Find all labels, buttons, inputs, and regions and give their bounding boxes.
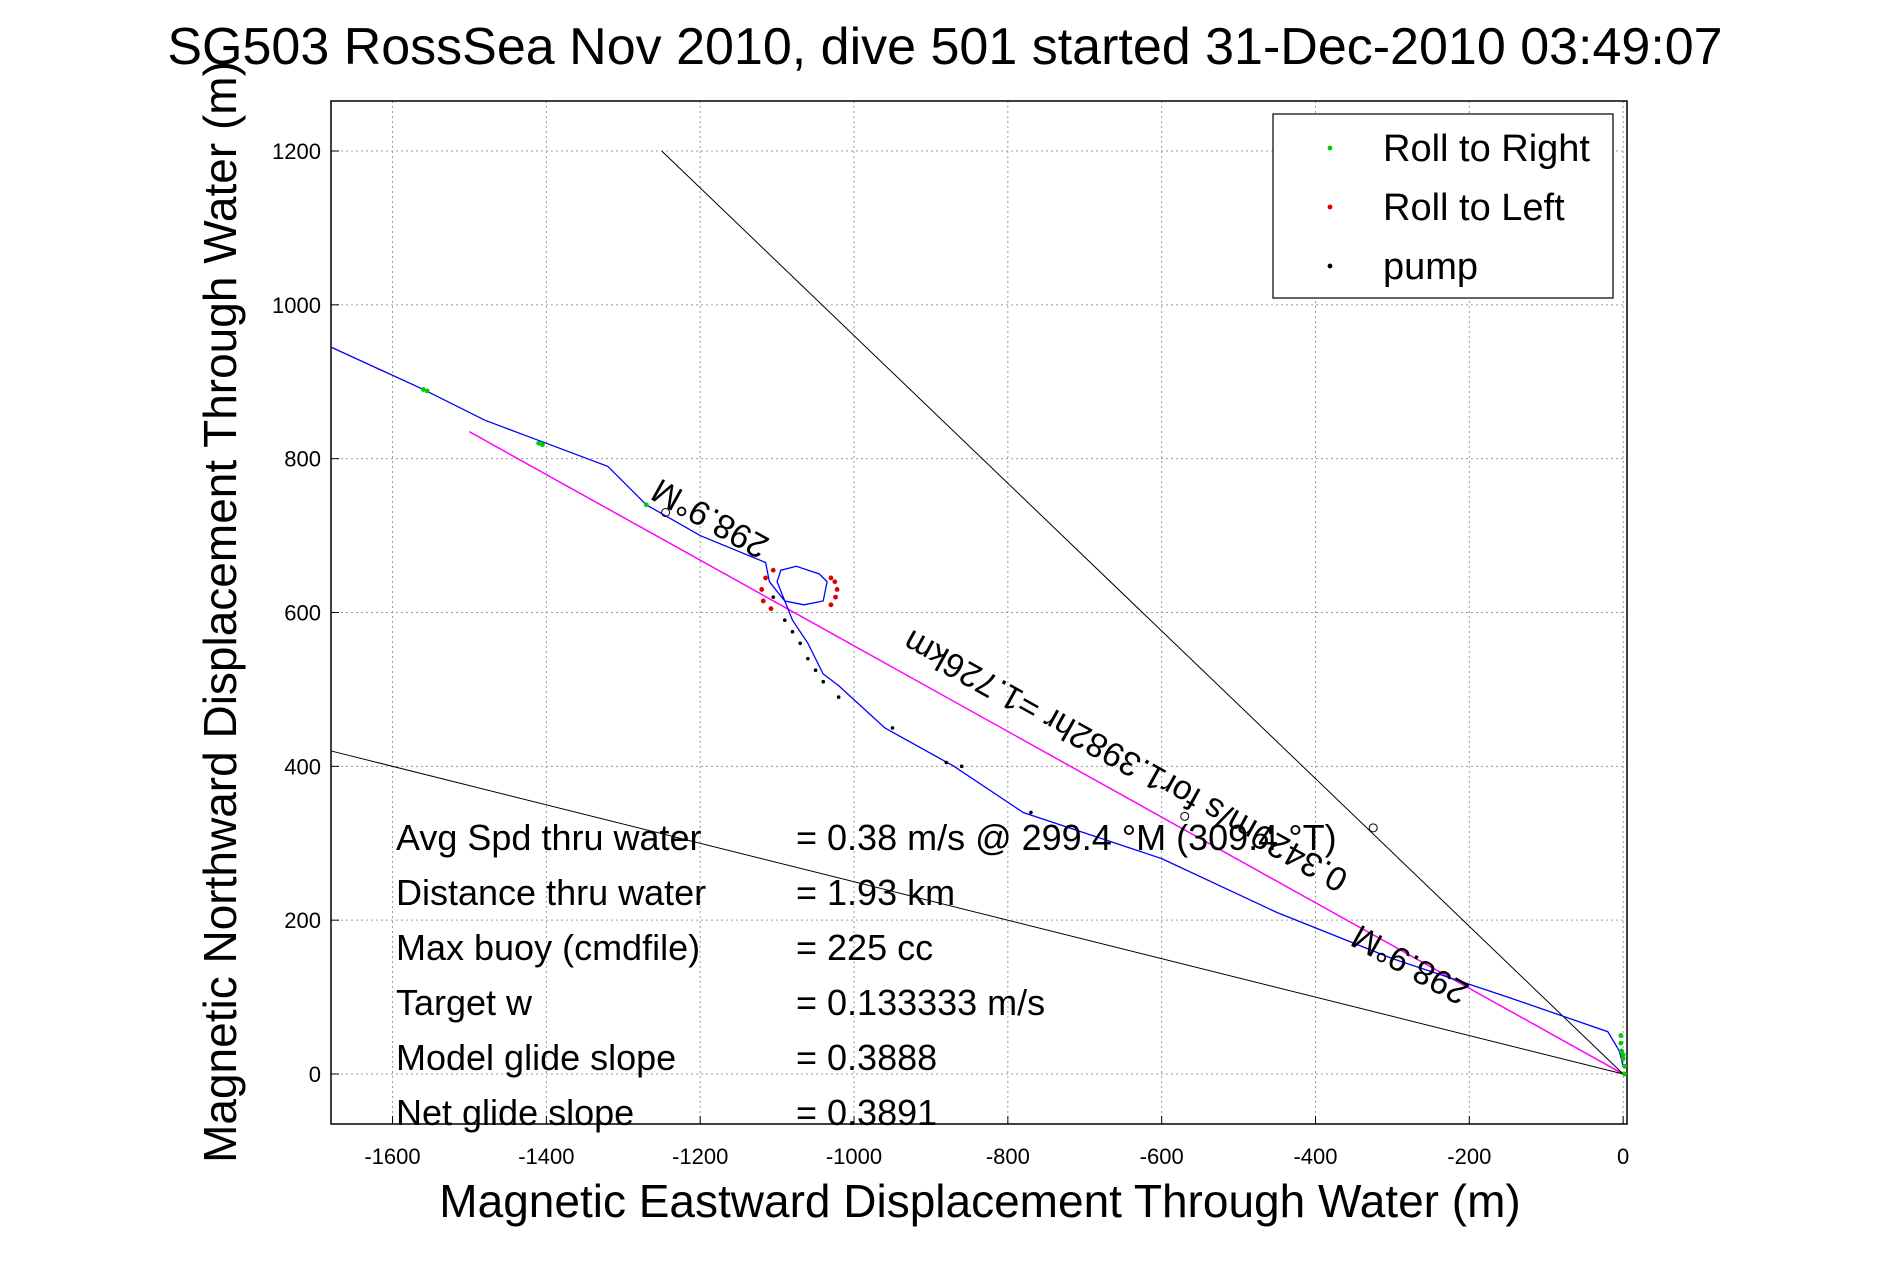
degree-marker	[1368, 823, 1378, 833]
heading-annotations: 298.9°M0.3429m/s for1.3982hr =1.726km298…	[645, 471, 1474, 1012]
roll-right-point	[536, 440, 542, 446]
pump-point	[806, 656, 810, 661]
stat-value: = 1.93 km	[796, 872, 955, 913]
roll-right-point	[1620, 1056, 1626, 1062]
reference-line	[661, 150, 1624, 1075]
degree-marker	[661, 508, 671, 518]
pump-point	[771, 595, 776, 599]
stat-label: Distance thru water	[396, 872, 706, 913]
stat-label: Max buoy (cmdfile)	[396, 927, 700, 968]
heading-annotation: 298.9°M	[645, 471, 774, 566]
x-tick-label: -800	[986, 1144, 1030, 1169]
roll-right-point	[420, 387, 426, 392]
y-ticks: 0 200 400 600 800 1000 1200	[272, 139, 339, 1087]
pump-point	[890, 726, 895, 730]
x-tick-label: -1400	[518, 1144, 574, 1169]
x-tick-label: 0	[1617, 1144, 1629, 1169]
y-tick-label: 200	[284, 908, 321, 933]
legend: Roll to Right Roll to Left pump	[1272, 113, 1614, 299]
y-tick-label: 1000	[272, 293, 321, 318]
pump-point	[959, 764, 964, 769]
x-tick-label: -600	[1140, 1144, 1184, 1169]
legend-label: Roll to Right	[1383, 128, 1590, 170]
x-tick-label: -400	[1293, 1144, 1337, 1169]
roll-right-point	[643, 502, 649, 508]
stat-value: = 225 cc	[796, 927, 933, 968]
y-axis-label: Magnetic Northward Displacement Through …	[194, 61, 246, 1163]
pump-point	[782, 618, 787, 622]
roll-left-point	[768, 606, 774, 612]
roll-left-point	[759, 587, 765, 592]
glider-track	[330, 346, 1624, 1067]
stat-value: = 0.133333 m/s	[796, 982, 1045, 1023]
y-tick-label: 600	[284, 601, 321, 626]
x-tick-label: -1200	[672, 1144, 728, 1169]
roll-left-point	[763, 575, 768, 581]
reference-line	[469, 431, 1624, 1075]
legend-marker	[1327, 145, 1333, 151]
roll-right-point	[1618, 1033, 1624, 1038]
degree-marker	[1180, 811, 1190, 821]
pump-point	[798, 641, 802, 646]
legend-marker	[1327, 263, 1333, 269]
legend-marker	[1327, 204, 1333, 210]
roll-right-point	[1622, 1071, 1628, 1077]
y-tick-label: 0	[309, 1062, 321, 1087]
roll-left-point	[834, 587, 840, 592]
y-tick-label: 1200	[272, 139, 321, 164]
x-ticks: -1600 -1400 -1200 -1000 -800 -600 -400 -200 0	[364, 1116, 1629, 1169]
pump-point	[821, 679, 826, 684]
stat-label: Net glide slope	[396, 1092, 634, 1133]
x-tick-label: -200	[1447, 1144, 1491, 1169]
stat-value: = 0.3891	[796, 1092, 937, 1133]
reference-line	[330, 750, 1624, 1075]
pump-point	[813, 668, 818, 672]
stats-block: Avg Spd thru water = 0.38 m/s @ 299.4 °M …	[396, 817, 1337, 1133]
legend-label: Roll to Left	[1383, 187, 1565, 229]
legend-label: pump	[1383, 246, 1478, 288]
roll-left-point	[770, 567, 776, 573]
reference-lines	[330, 150, 1624, 1075]
legend-entries: Roll to Right Roll to Left pump	[1327, 128, 1590, 288]
y-tick-label: 800	[284, 447, 321, 472]
x-tick-label: -1600	[364, 1144, 420, 1169]
stat-value: = 0.3888	[796, 1037, 937, 1078]
roll-left-point	[832, 579, 838, 585]
stat-label: Model glide slope	[396, 1037, 676, 1078]
roll-right-point	[424, 388, 430, 394]
roll-left-point	[828, 602, 834, 608]
pump-point	[790, 629, 795, 634]
x-axis-label: Magnetic Eastward Displacement Through W…	[439, 1175, 1520, 1227]
grid	[331, 101, 1627, 1124]
roll-right-point	[540, 442, 545, 448]
stat-label: Avg Spd thru water	[396, 817, 702, 858]
roll-left-point	[833, 594, 838, 600]
pump-point	[1029, 810, 1033, 815]
roll-right-point	[1622, 1063, 1628, 1069]
pump-point	[836, 695, 841, 699]
x-tick-label: -1000	[826, 1144, 882, 1169]
roll-left-point	[760, 598, 766, 604]
pump-point	[944, 760, 949, 765]
heading-annotation: 298.9°M	[1345, 917, 1474, 1012]
y-tick-label: 400	[284, 754, 321, 779]
stat-value: = 0.38 m/s @ 299.4 °M (309.4 °T)	[796, 817, 1337, 858]
roll-right-point	[1619, 1048, 1625, 1054]
roll-left-point	[828, 575, 834, 581]
roll-pump-points	[420, 387, 1628, 1077]
track-line	[330, 346, 1624, 1067]
roll-right-point	[1618, 1040, 1624, 1046]
stat-label: Target w	[396, 982, 533, 1023]
roll-right-point	[1620, 1052, 1626, 1058]
chart-title: SG503 RossSea Nov 2010, dive 501 started…	[167, 18, 1722, 76]
